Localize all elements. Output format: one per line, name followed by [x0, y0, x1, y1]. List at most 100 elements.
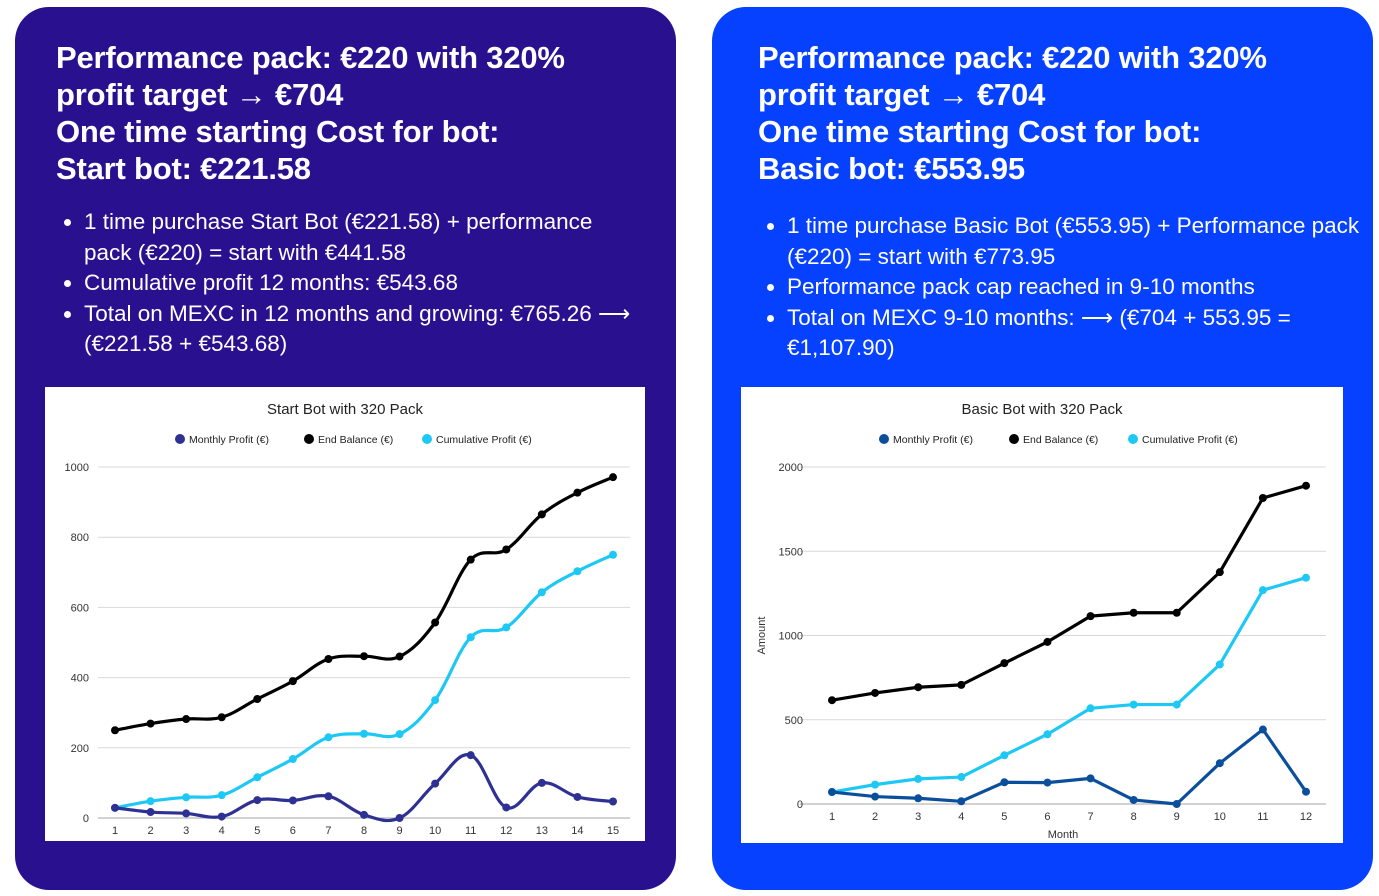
data-point [1086, 774, 1095, 783]
data-point [1043, 730, 1052, 739]
bullet-list: 1 time purchase Basic Bot (€553.95) + Pe… [759, 211, 1367, 364]
x-tick-label: 4 [219, 825, 225, 837]
series-line-0 [830, 727, 1308, 806]
data-point [146, 797, 155, 806]
data-point [360, 810, 368, 819]
x-tick-label: 9 [397, 825, 403, 837]
data-point [182, 793, 191, 802]
series-line-1 [830, 484, 1308, 702]
data-point [146, 719, 155, 728]
data-point [871, 688, 880, 697]
heading-line: profit target → €704 [758, 77, 1046, 112]
legend-label: Monthly Profit (€) [893, 434, 973, 446]
x-tick-label: 2 [148, 825, 154, 837]
data-point [1172, 608, 1181, 617]
x-tick-label: 3 [915, 811, 921, 823]
y-axis-label: Amount [756, 617, 768, 655]
x-tick-label: 6 [290, 825, 296, 837]
y-tick-label: 200 [71, 743, 89, 755]
chart-basic-bot: Basic Bot with 320 Pack Monthly Profit (€… [741, 387, 1343, 843]
data-point [1086, 612, 1095, 621]
data-point [1043, 778, 1052, 787]
y-tick-label: 1000 [65, 462, 89, 474]
data-point [1258, 586, 1267, 595]
x-tick-label: 4 [958, 811, 964, 823]
chart-svg: Basic Bot with 320 Pack Monthly Profit (€… [756, 401, 1326, 841]
data-point [502, 545, 511, 554]
data-point [1215, 759, 1224, 768]
data-point [217, 812, 226, 821]
data-point [466, 633, 475, 642]
legend-label: End Balance (€) [318, 434, 393, 446]
data-point [609, 797, 617, 806]
bullet-item: Performance pack cap reached in 9-10 mon… [787, 272, 1367, 303]
legend-label: Cumulative Profit (€) [1142, 434, 1238, 446]
data-point [1129, 700, 1138, 709]
card-start-bot: Performance pack: €220 with 320% profit … [15, 7, 676, 890]
heading-line: Performance pack: €220 with 320% [758, 40, 1267, 75]
x-tick-label: 5 [254, 825, 260, 837]
chart-title: Start Bot with 320 Pack [267, 401, 423, 418]
x-tick-label: 12 [1300, 811, 1312, 823]
data-point [1000, 659, 1009, 668]
x-tick-label: 11 [465, 825, 476, 837]
data-point [1172, 700, 1181, 709]
x-tick-label: 1 [112, 825, 118, 837]
data-point [182, 809, 191, 818]
legend-marker-icon [422, 434, 432, 444]
chart-title: Basic Bot with 320 Pack [962, 401, 1123, 418]
x-tick-label: 5 [1001, 811, 1007, 823]
y-tick-label: 2000 [779, 462, 803, 474]
legend-marker-icon [175, 434, 185, 444]
data-point [1000, 778, 1009, 787]
y-tick-label: 0 [83, 813, 89, 825]
data-point [957, 773, 966, 782]
card-heading: Performance pack: €220 with 320% profit … [56, 39, 565, 187]
data-point [537, 778, 546, 787]
data-point [431, 696, 440, 705]
x-tick-label: 7 [1087, 811, 1093, 823]
data-point [1129, 795, 1138, 804]
data-point [914, 683, 923, 692]
bullet-item: Total on MEXC 9-10 months: ⟶ (€704 + 553… [787, 303, 1367, 364]
x-tick-label: 8 [361, 825, 367, 837]
series-line-2 [830, 576, 1308, 794]
legend-marker-icon [879, 434, 889, 444]
legend-marker-icon [304, 434, 314, 444]
x-tick-label: 1 [829, 811, 835, 823]
data-point [1043, 637, 1052, 646]
data-point [431, 779, 440, 788]
data-point [395, 652, 404, 661]
bullet-item: 1 time purchase Start Bot (€221.58) + pe… [84, 207, 644, 268]
y-tick-label: 600 [71, 602, 89, 614]
x-axis-label: Month [1048, 829, 1079, 841]
data-point [1215, 660, 1224, 669]
data-point [217, 791, 226, 800]
x-tick-label: 6 [1044, 811, 1050, 823]
card-heading: Performance pack: €220 with 320% profit … [758, 39, 1267, 187]
data-point [253, 796, 262, 805]
data-point [828, 788, 836, 797]
x-tick-label: 15 [607, 825, 619, 837]
bullet-item: Cumulative profit 12 months: €543.68 [84, 268, 644, 299]
data-point [253, 695, 262, 704]
data-point [502, 623, 511, 632]
legend-marker-icon [1009, 434, 1019, 444]
heading-line: Performance pack: €220 with 320% [56, 40, 565, 75]
x-tick-label: 9 [1174, 811, 1180, 823]
data-point [1302, 787, 1310, 796]
data-point [1086, 704, 1095, 713]
data-point [573, 567, 582, 576]
data-point [1302, 481, 1310, 490]
bullet-list: 1 time purchase Start Bot (€221.58) + pe… [56, 207, 644, 360]
data-point [573, 488, 582, 497]
x-tick-label: 10 [1214, 811, 1226, 823]
data-point [466, 555, 475, 564]
data-point [324, 733, 333, 742]
data-point [609, 473, 617, 482]
data-point [871, 792, 880, 801]
data-point [957, 797, 966, 806]
data-point [609, 550, 617, 559]
y-tick-label: 500 [785, 715, 803, 727]
data-point [111, 726, 119, 735]
